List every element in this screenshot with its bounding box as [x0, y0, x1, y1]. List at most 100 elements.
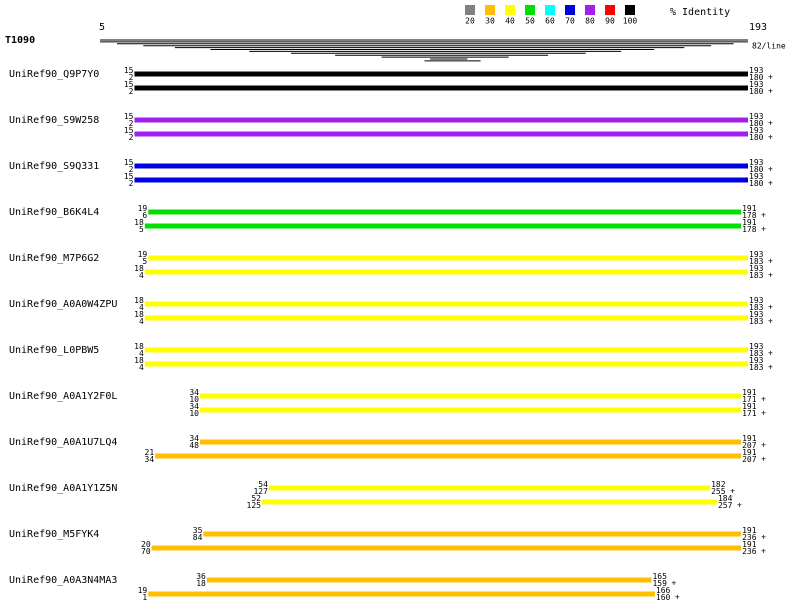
alignment-bar — [203, 531, 742, 537]
s-end: 171 — [742, 395, 757, 404]
strand: + — [768, 303, 773, 312]
s-end: 183 — [749, 271, 764, 280]
q-start: 52 — [251, 494, 261, 503]
q-end: 191 — [742, 402, 757, 411]
alignment-bar — [262, 499, 717, 505]
q-start: 19 — [138, 586, 148, 595]
s-end: 180 — [749, 165, 764, 174]
s-end: 207 — [742, 455, 757, 464]
strand: + — [761, 225, 766, 234]
q-end: 182 — [711, 480, 726, 489]
s-start: 2 — [129, 133, 134, 142]
q-end: 191 — [742, 448, 757, 457]
s-end: 171 — [742, 409, 757, 418]
s-start: 1 — [142, 593, 147, 600]
alignment-bar — [206, 577, 652, 583]
q-end: 165 — [652, 572, 667, 581]
s-end: 178 — [742, 211, 757, 220]
s-end: 183 — [749, 257, 764, 266]
q-start: 15 — [124, 66, 134, 75]
strand: + — [761, 395, 766, 404]
legend-label: 70 — [565, 17, 575, 26]
legend-label: 50 — [525, 17, 535, 26]
q-start: 18 — [134, 264, 144, 273]
strand: + — [737, 501, 742, 510]
strand: + — [768, 257, 773, 266]
hit-name: UniRef90_A0A1Y1Z5N — [9, 483, 117, 494]
alignment-bar — [144, 269, 748, 275]
s-end: 236 — [742, 533, 757, 542]
hit-name: UniRef90_L0PBW5 — [9, 345, 99, 356]
q-start: 18 — [134, 296, 144, 305]
alignment-bar — [144, 361, 748, 367]
q-end: 191 — [742, 540, 757, 549]
legend-label: 60 — [545, 17, 555, 26]
legend-label: 80 — [585, 17, 595, 26]
q-end: 193 — [749, 80, 764, 89]
s-start: 6 — [142, 211, 147, 220]
legend-label: 40 — [505, 17, 515, 26]
query-name: T1090 — [5, 35, 35, 46]
strand: + — [761, 455, 766, 464]
legend-swatch — [525, 5, 535, 15]
q-end: 193 — [749, 126, 764, 135]
alignment-bar — [134, 177, 748, 183]
s-start: 125 — [247, 501, 262, 510]
legend-swatch — [605, 5, 615, 15]
q-start: 15 — [124, 112, 134, 121]
alignment-bar — [148, 209, 742, 215]
legend-label: 20 — [465, 17, 475, 26]
q-start: 18 — [134, 356, 144, 365]
legend-swatch — [465, 5, 475, 15]
legend-swatch — [505, 5, 515, 15]
legend-label: 30 — [485, 17, 495, 26]
alignment-bar — [148, 255, 749, 261]
q-start: 36 — [196, 572, 206, 581]
query-start: 5 — [99, 22, 105, 33]
s-end: 180 — [749, 87, 764, 96]
q-start: 18 — [134, 310, 144, 319]
q-start: 34 — [189, 388, 199, 397]
q-end: 191 — [742, 388, 757, 397]
alignment-bar — [155, 453, 742, 459]
s-end: 180 — [749, 179, 764, 188]
strand: + — [761, 547, 766, 556]
q-start: 15 — [124, 80, 134, 89]
q-end: 193 — [749, 112, 764, 121]
s-start: 34 — [145, 455, 155, 464]
s-start: 4 — [139, 271, 144, 280]
q-start: 20 — [141, 540, 151, 549]
alignment-bar — [134, 71, 748, 77]
q-end: 193 — [749, 172, 764, 181]
strand: + — [768, 271, 773, 280]
s-end: 236 — [742, 547, 757, 556]
q-end: 166 — [656, 586, 671, 595]
s-end: 183 — [749, 303, 764, 312]
legend-swatch — [585, 5, 595, 15]
q-end: 193 — [749, 66, 764, 75]
q-start: 21 — [145, 448, 155, 457]
strand: + — [761, 409, 766, 418]
q-start: 15 — [124, 126, 134, 135]
q-start: 18 — [134, 218, 144, 227]
s-end: 178 — [742, 225, 757, 234]
alignment-bar — [268, 485, 711, 491]
s-end: 183 — [749, 349, 764, 358]
s-end: 183 — [749, 363, 764, 372]
hit-name: UniRef90_A0A3N4MA3 — [9, 575, 117, 586]
legend-swatch — [565, 5, 575, 15]
q-start: 19 — [138, 250, 148, 259]
legend-label: 90 — [605, 17, 615, 26]
legend-swatch — [485, 5, 495, 15]
s-start: 127 — [253, 487, 268, 496]
alignment-bar — [199, 439, 742, 445]
query-end: 193 — [749, 22, 767, 33]
hit-name: UniRef90_Q9P7Y0 — [9, 69, 99, 80]
q-start: 34 — [189, 402, 199, 411]
s-end: 257 — [718, 501, 733, 510]
s-end: 180 — [749, 73, 764, 82]
s-start: 5 — [142, 257, 147, 266]
q-start: 54 — [258, 480, 268, 489]
s-end: 207 — [742, 441, 757, 450]
alignment-bar — [134, 117, 748, 123]
